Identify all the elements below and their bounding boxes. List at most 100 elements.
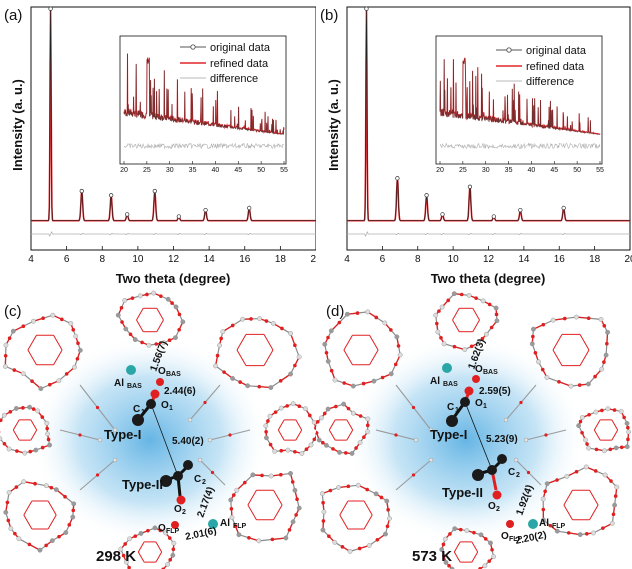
data-point (203, 207, 208, 213)
x-axis-title: Two theta (degree) (116, 271, 231, 286)
inset-difference-line (439, 142, 601, 150)
inset-x-tick-label: 40 (212, 167, 220, 174)
legend: original data refined data difference (180, 42, 271, 85)
inset-x-tick-label: 50 (573, 167, 581, 174)
x-tick-label: 14 (518, 254, 530, 265)
inset-x-tick-label: 20 (436, 167, 444, 174)
x-tick-label: 4 (344, 254, 350, 265)
data-point (440, 212, 445, 217)
zeolite-framework (316, 291, 632, 569)
data-point (364, 6, 369, 11)
panel-letter-a: (a) (4, 7, 22, 24)
distance-o1: 2.59(5) (479, 386, 511, 397)
inset-x-tick-label: 40 (528, 167, 536, 174)
oxygen-flp-atom (506, 520, 514, 528)
y-axis-title: Intensity (a. u.) (10, 79, 25, 171)
inset-x-tick-label: 35 (505, 167, 513, 174)
o-bas-sub: BAS (483, 369, 498, 376)
al-flp-label: Al (220, 518, 230, 529)
oxygen-atom (492, 490, 502, 500)
inset-x-tick-label: 30 (482, 167, 490, 174)
x-tick-label: 8 (99, 254, 105, 265)
data-point (48, 6, 53, 11)
x-tick-label: 8 (415, 254, 421, 265)
carbon-atom (497, 454, 507, 464)
pore-glow (30, 335, 270, 545)
x-tick-label: 6 (380, 254, 386, 265)
data-point (424, 193, 429, 198)
x-tick-label: 14 (204, 254, 216, 265)
o1-sub: 1 (169, 405, 173, 412)
inset-x-ticks: 20 25 30 35 40 45 50 55 (120, 161, 288, 174)
data-point (109, 193, 114, 198)
data-point (79, 188, 84, 194)
inset-plot (123, 53, 285, 150)
x-axis-ticks: 4 6 8 10 12 14 16 18 20 (28, 246, 316, 265)
o-bas-sub: BAS (166, 371, 181, 378)
inset-x-tick-label: 30 (166, 167, 174, 174)
o2-sub: 2 (496, 506, 500, 513)
o1-sub: 1 (483, 403, 487, 410)
x-tick-label: 16 (554, 254, 566, 265)
distance-c1-c2: 5.23(9) (486, 434, 518, 445)
data-point (125, 212, 130, 217)
data-point (518, 207, 523, 213)
data-point (152, 188, 157, 194)
al-bas-sub: BAS (443, 381, 458, 388)
panel-c-structure: (c) Al BAS O BAS C 1 O 1 C 2 O 2 Al (0, 290, 316, 569)
oxygen-bas-atom (156, 378, 164, 386)
x-tick-label: 20 (624, 254, 632, 265)
legend-refined: refined data (526, 61, 585, 73)
o-flp-label: O (158, 523, 166, 534)
inset-original-line (123, 53, 285, 135)
type-i-label: Type-I (104, 427, 141, 442)
temperature-label: 573 K (412, 548, 452, 565)
c2-sub: 2 (202, 479, 206, 486)
panel-d-structure: (d) Al BAS O BAS C 1 O 1 C 2 O 2 Al FLP (316, 291, 632, 569)
o1-label: O (475, 398, 483, 409)
inset-difference-line (123, 142, 285, 150)
o-flp-label: O (501, 531, 509, 542)
atom-labels: Al BAS O BAS C 1 O 1 C 2 O 2 Al FLP O FL… (430, 364, 566, 543)
c1-label: C (447, 402, 454, 413)
co2-type-i (132, 378, 164, 426)
distance-c1-c2: 5.40(2) (172, 436, 204, 447)
inset-x-tick-label: 25 (459, 167, 467, 174)
type-ii-label: Type-II (122, 477, 163, 492)
difference-line (347, 231, 630, 237)
distance-o1: 2.44(6) (164, 386, 196, 397)
oxygen-atom (150, 389, 160, 399)
x-tick-label: 16 (239, 254, 251, 265)
c1-sub: 1 (455, 407, 459, 414)
oxygen-bas-atom (472, 375, 480, 383)
legend-difference: difference (526, 76, 574, 88)
x-tick-label: 10 (132, 254, 144, 265)
al-flp-sub: FLP (552, 523, 566, 530)
type-i-label: Type-I (430, 427, 467, 442)
c1-c2-distance-line (150, 403, 179, 477)
carbon-atom (160, 475, 172, 487)
al-bas-sub: BAS (127, 383, 142, 390)
original-data-line (347, 8, 630, 222)
panel-letter-d: (d) (326, 303, 344, 320)
original-data-line (31, 8, 316, 222)
x-axis-title: Two theta (degree) (431, 271, 546, 286)
co2-type-i (446, 375, 480, 427)
x-axis-ticks: 4 6 8 10 12 14 16 18 20 (344, 246, 632, 265)
oxygen-flp-atom (171, 521, 179, 529)
data-point (176, 214, 181, 219)
o-flp-sub: FLP (166, 528, 180, 535)
inset-original-line (439, 58, 601, 136)
legend: original data refined data difference (496, 45, 587, 88)
pore-glow (346, 335, 586, 545)
temperature-label: 298 K (96, 548, 136, 565)
inset-x-tick-label: 45 (234, 167, 242, 174)
inset-x-tick-label: 20 (120, 167, 128, 174)
inset-x-tick-label: 55 (280, 167, 288, 174)
o1-label: O (161, 400, 169, 411)
carbon-atom (132, 414, 144, 426)
aluminum-bas-atom (442, 363, 452, 373)
panel-letter-b: (b) (320, 7, 338, 24)
c1-label: C (133, 404, 140, 415)
o-bas-label: O (158, 366, 166, 377)
